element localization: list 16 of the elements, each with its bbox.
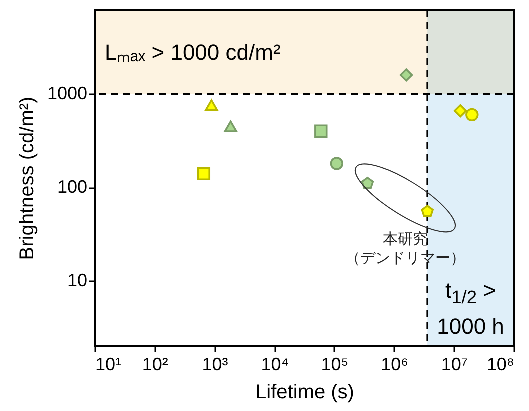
band-label: Lₘₐₓ > 1000 cd/m² (105, 39, 281, 66)
y-tick-label: 100 (57, 177, 88, 198)
x-tick-label: 10⁴ (261, 354, 289, 374)
x-tick-label: 10¹ (96, 354, 122, 374)
x-tick-label: 10⁶ (381, 354, 409, 374)
x-tick-label: 10⁷ (441, 354, 468, 374)
x-axis-title: Lifetime (s) (256, 382, 354, 404)
x-tick-label: 10² (142, 354, 168, 374)
y-axis-title: Brightness (cd/m²) (16, 96, 38, 260)
band-label: t$_{1/2}$ > 1000 h (436, 276, 506, 341)
y-tick-label: 10 (67, 270, 88, 290)
annotation: 本研究（デンドリマー） (344, 230, 466, 268)
x-tick-label: 10⁸ (486, 354, 514, 374)
x-tick-label: 10³ (202, 354, 228, 374)
y-tick-label: 1000 (47, 84, 88, 104)
x-tick-label: 10⁵ (321, 354, 349, 374)
